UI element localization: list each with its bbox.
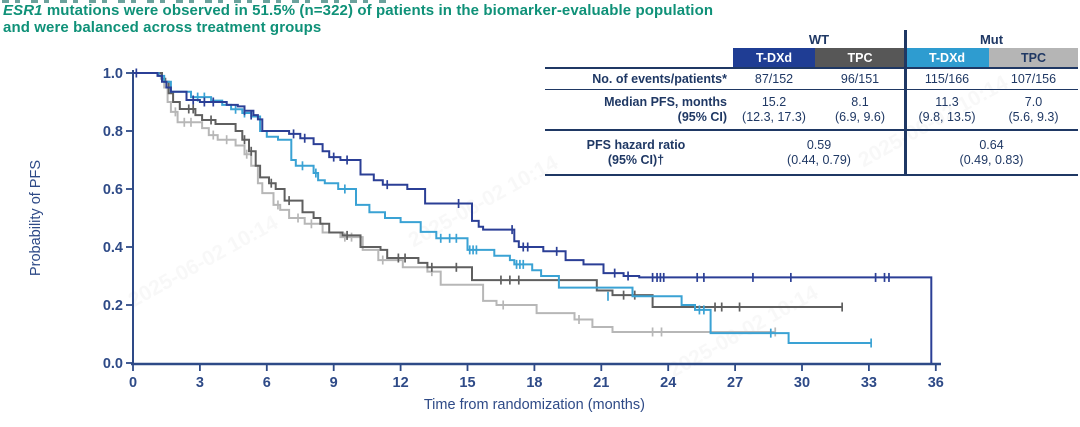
x-tick-label: 24 — [660, 375, 676, 391]
median-label: Median PFS, months — [604, 94, 727, 109]
km-curve-t-dxd-mut — [133, 72, 872, 344]
y-tick-label: 0.2 — [103, 298, 123, 314]
median-mut-tpc: 7.0 (5.6, 9.3) — [989, 89, 1078, 131]
x-tick-label: 6 — [263, 375, 271, 391]
km-curve-tpc-wt — [133, 72, 843, 308]
table-grid: WT Mut T-DXd TPC T-DXd TPC No. of events… — [545, 30, 1078, 176]
hr-value: 0.64 — [979, 137, 1004, 152]
median-ci: (12.3, 17.3) — [742, 109, 806, 124]
median-wt-tdxd: 15.2 (12.3, 17.3) — [733, 89, 815, 131]
x-tick-label: 0 — [129, 375, 137, 391]
median-ci: (9.8, 13.5) — [918, 109, 976, 124]
x-tick-label: 9 — [330, 375, 338, 391]
median-ci: (6.9, 9.6) — [834, 109, 886, 124]
row-label-events: No. of events/patients* — [545, 67, 733, 89]
events-wt-tpc: 96/151 — [815, 67, 905, 89]
hr-wt: 0.59 (0.44, 0.79) — [733, 131, 905, 176]
y-axis-title: Probability of PFS — [28, 160, 44, 276]
hr-ci: (0.49, 0.83) — [959, 152, 1024, 167]
row-label-median: Median PFS, months (95% CI) — [545, 89, 733, 131]
km-curve-t-dxd-wt — [133, 72, 933, 363]
x-tick-label: 21 — [593, 375, 609, 391]
col-header-wt-tpc: TPC — [815, 48, 905, 67]
title-line-2: and were balanced across treatment group… — [3, 19, 322, 36]
km-plot: 1.00.80.60.40.20.00 3 6 9 12 15 18 21 24 27 30 33 36… — [28, 66, 944, 413]
median-mut-tdxd: 11.3 (9.8, 13.5) — [905, 89, 989, 131]
events-mut-tpc: 107/156 — [989, 67, 1078, 89]
hr-label: PFS hazard ratio — [586, 137, 686, 152]
hr-mut: 0.64 (0.49, 0.83) — [905, 131, 1078, 176]
results-table: WT Mut T-DXd TPC T-DXd TPC No. of events… — [545, 30, 1078, 176]
x-tick-label: 36 — [928, 375, 944, 391]
x-tick-label: 30 — [794, 375, 810, 391]
km-curve-tpc-mut — [133, 72, 776, 333]
hr-value: 0.59 — [806, 137, 832, 152]
group-header-mut: Mut — [979, 31, 1004, 47]
x-tick-label: 12 — [393, 375, 409, 391]
x-tick-label: 3 — [196, 375, 204, 391]
gene-name: ESR1 — [3, 2, 43, 19]
median-value: 7.0 — [1024, 94, 1043, 109]
row-label-hr: PFS hazard ratio (95% CI)† — [545, 131, 733, 176]
hr-ci: (0.44, 0.79) — [787, 152, 851, 167]
title-text: mutations were observed in 51.5% (n=322)… — [42, 2, 714, 19]
y-tick-label: 0.8 — [103, 124, 123, 140]
median-value: 11.3 — [935, 94, 959, 109]
median-value: 8.1 — [851, 94, 869, 109]
col-header-mut-tdxd: T-DXd — [905, 48, 989, 67]
median-ci-label: (95% CI) — [677, 109, 727, 124]
x-tick-label: 18 — [526, 375, 542, 391]
y-tick-label: 0.0 — [103, 356, 123, 372]
cropped-text-sliver — [2, 0, 390, 3]
title-line-1: ESR1 mutations were observed in 51.5% (n… — [3, 2, 763, 19]
col-header-mut-tpc: TPC — [989, 48, 1078, 67]
group-header-wt: WT — [808, 31, 830, 47]
hr-ci-label: (95% CI)† — [607, 152, 665, 167]
median-value: 15.2 — [761, 94, 787, 109]
page-title: ESR1 mutations were observed in 51.5% (n… — [3, 2, 763, 36]
y-tick-label: 0.6 — [103, 182, 123, 198]
x-tick-label: 27 — [727, 375, 743, 391]
events-mut-tdxd: 115/166 — [905, 67, 989, 89]
x-tick-label: 15 — [459, 375, 475, 391]
events-wt-tdxd: 87/152 — [733, 67, 815, 89]
x-axis-title: Time from randomization (months) — [424, 397, 645, 413]
median-ci: (5.6, 9.3) — [1008, 109, 1059, 124]
col-header-wt-tdxd: T-DXd — [733, 48, 815, 67]
median-wt-tpc: 8.1 (6.9, 9.6) — [815, 89, 905, 131]
y-tick-label: 0.4 — [103, 240, 123, 256]
x-tick-label: 33 — [861, 375, 877, 391]
wt-mut-divider — [904, 30, 907, 176]
y-tick-label: 1.0 — [103, 66, 123, 82]
